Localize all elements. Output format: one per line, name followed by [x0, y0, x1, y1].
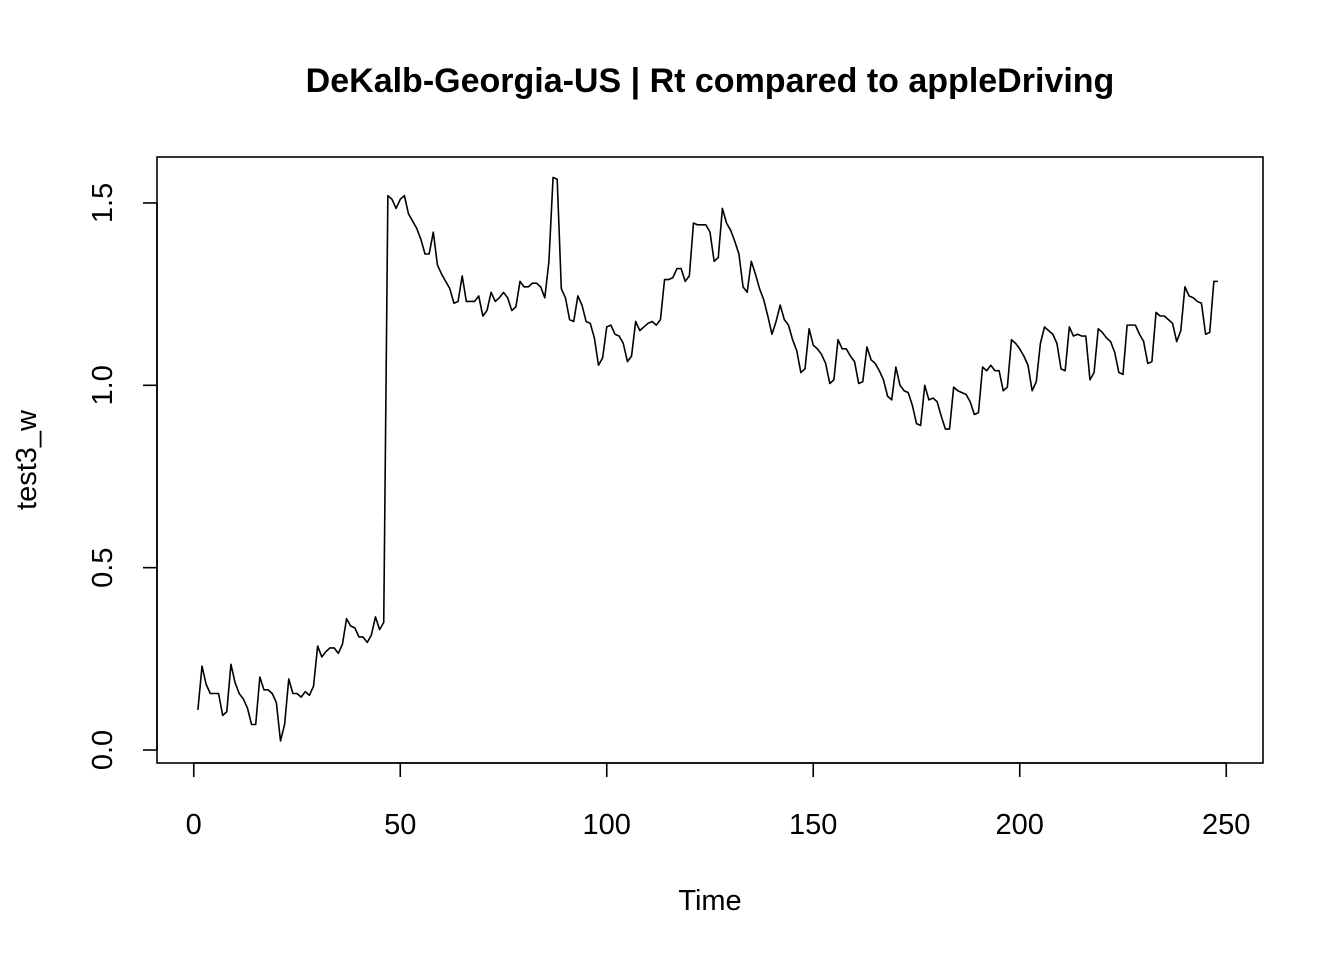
series-line: [197, 176, 1218, 742]
x-tick-label: 50: [384, 809, 416, 841]
y-tick-label: 1.0: [87, 365, 119, 405]
y-tick-label: 1.5: [87, 183, 119, 223]
x-tick-label: 100: [583, 809, 631, 841]
x-tick-label: 250: [1202, 809, 1250, 841]
y-tick-label: 0.0: [87, 730, 119, 770]
x-tick-label: 0: [186, 809, 202, 841]
x-axis-label: Time: [678, 885, 741, 917]
x-tick-label: 150: [789, 809, 837, 841]
x-axis: 0 50 100 150 200 250: [186, 762, 1250, 841]
y-axis-label: test3_w: [11, 409, 43, 510]
chart-title: DeKalb-Georgia-US | Rt compared to apple…: [306, 62, 1115, 100]
plot-frame: [156, 156, 1264, 764]
y-tick-label: 0.5: [87, 547, 119, 587]
y-axis: 0.0 0.5 1.0 1.5: [87, 183, 158, 770]
x-tick-label: 200: [996, 809, 1044, 841]
